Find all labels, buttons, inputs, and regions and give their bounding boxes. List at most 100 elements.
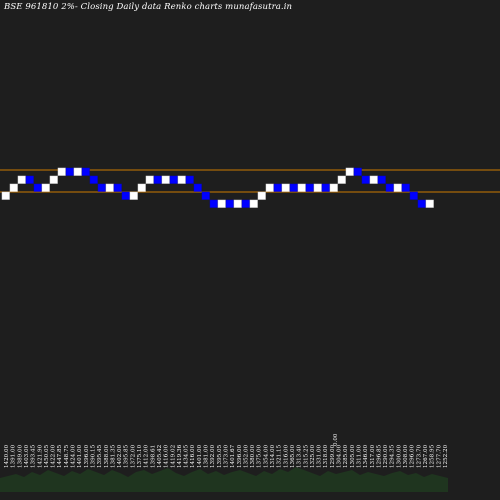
x-tick-label: 1273.70 bbox=[416, 444, 422, 468]
x-tick-label: 1331.00 bbox=[317, 444, 323, 468]
x-tick-label: 1252.20 bbox=[443, 444, 449, 468]
x-tick-label: 1422.00 bbox=[51, 444, 57, 468]
x-tick-label: 1420.00 bbox=[4, 444, 10, 468]
renko-brick-down bbox=[169, 175, 178, 184]
renko-brick-down bbox=[321, 183, 330, 192]
renko-brick-down bbox=[153, 175, 162, 184]
x-tick-label: 1317.00 bbox=[370, 444, 376, 468]
x-tick-label: 1419.36 bbox=[177, 444, 183, 468]
volume-area bbox=[0, 467, 448, 492]
x-tick-label: 1365.00 bbox=[290, 444, 296, 468]
x-tick-label: 1277.70 bbox=[436, 444, 442, 468]
x-tick-label: 1448.75 bbox=[64, 444, 70, 468]
x-tick-label: 1419.02 bbox=[170, 444, 176, 468]
x-tick-label: 1421.90 bbox=[37, 444, 43, 468]
renko-brick-down bbox=[353, 167, 362, 176]
renko-brick-down bbox=[97, 183, 106, 192]
x-tick-label: 1412.00 bbox=[144, 444, 150, 468]
x-tick-label: 1389.00 bbox=[17, 444, 23, 468]
x-tick-label: 1316.00 bbox=[283, 444, 289, 468]
x-tick-label: 1321.15 bbox=[277, 444, 283, 468]
renko-brick-down bbox=[185, 175, 194, 184]
x-tick-label: 1395.45 bbox=[97, 444, 103, 468]
renko-brick-up bbox=[313, 183, 322, 192]
x-tick-label: 1395.05 bbox=[217, 444, 223, 468]
renko-brick-up bbox=[161, 175, 170, 184]
renko-brick-down bbox=[385, 183, 394, 192]
x-tick-label: 1308.00 bbox=[403, 444, 409, 468]
x-tick-label: 1311.00 bbox=[357, 444, 363, 468]
renko-brick-down bbox=[121, 191, 130, 200]
x-tick-label: 1315.25 bbox=[303, 444, 309, 468]
renko-brick-up bbox=[265, 183, 274, 192]
x-tick-label: 1388.00 bbox=[104, 444, 110, 468]
x-tick-label: 1346.00 bbox=[363, 444, 369, 468]
renko-brick-up bbox=[105, 183, 114, 192]
renko-brick-up bbox=[369, 175, 378, 184]
x-tick-label: 1300.00 bbox=[396, 444, 402, 468]
x-tick-label: 1450.05 bbox=[44, 444, 50, 468]
renko-brick-up bbox=[281, 183, 290, 192]
renko-brick-down bbox=[377, 175, 386, 184]
x-tick-label: 1401.67 bbox=[230, 444, 236, 468]
x-tick-label: 1325.00 bbox=[310, 444, 316, 468]
renko-brick-down bbox=[25, 175, 34, 184]
x-tick-label: 1305.00 bbox=[350, 444, 356, 468]
x-tick-label: 1416.00 bbox=[190, 444, 196, 468]
x-tick-label: 1290.00 bbox=[383, 444, 389, 468]
renko-brick-down bbox=[193, 183, 202, 192]
x-tick-label: 1318.00 bbox=[323, 444, 329, 468]
x-tick-label: 1296.00 bbox=[410, 444, 416, 468]
renko-brick-up bbox=[233, 199, 242, 208]
x-tick-label: 1391.00 bbox=[11, 444, 17, 468]
renko-brick-down bbox=[225, 199, 234, 208]
renko-brick-down bbox=[209, 199, 218, 208]
renko-brick-up bbox=[1, 191, 10, 200]
renko-brick-down bbox=[113, 183, 122, 192]
renko-brick-down bbox=[65, 167, 74, 176]
chart-title: BSE 961810 2%- Closing Daily data Renko … bbox=[4, 2, 293, 12]
renko-brick-down bbox=[241, 199, 250, 208]
renko-brick-down bbox=[89, 175, 98, 184]
x-tick-label: 1390.15 bbox=[91, 444, 97, 468]
x-tick-label: 1396.00 bbox=[84, 444, 90, 468]
renko-brick-down bbox=[33, 183, 42, 192]
renko-brick-up bbox=[425, 199, 434, 208]
x-tick-label: 1375.00 bbox=[257, 444, 263, 468]
x-tick-label: 1416.00 bbox=[164, 444, 170, 468]
x-tick-label: 1396.00 bbox=[237, 444, 243, 468]
renko-brick-down bbox=[417, 199, 426, 208]
x-tick-label: 1393.45 bbox=[31, 444, 37, 468]
renko-brick-up bbox=[297, 183, 306, 192]
x-tick-label: 1372.00 bbox=[130, 444, 136, 468]
renko-brick-down bbox=[401, 183, 410, 192]
renko-brick-up bbox=[257, 191, 266, 200]
renko-brick-up bbox=[73, 167, 82, 176]
x-tick-label: 1304.00 bbox=[337, 444, 343, 468]
renko-brick-up bbox=[145, 175, 154, 184]
renko-brick-up bbox=[337, 175, 346, 184]
x-tick-label: 1447.85 bbox=[57, 444, 63, 468]
renko-brick-up bbox=[393, 183, 402, 192]
renko-brick-up bbox=[129, 191, 138, 200]
x-tick-label: 1402.00 bbox=[117, 444, 123, 468]
x-tick-label: 1381.35 bbox=[110, 444, 116, 468]
x-tick-label: 1398.61 bbox=[150, 445, 156, 468]
renko-brick-up bbox=[17, 175, 26, 184]
x-tick-label: 1294.35 bbox=[390, 444, 396, 468]
x-tick-label: 1313.40 bbox=[297, 444, 303, 468]
x-tick-label: 1424.00 bbox=[71, 444, 77, 468]
x-tick-label: 1375.10 bbox=[137, 444, 143, 468]
x-tick-label: 1373.00 bbox=[224, 444, 230, 468]
volume-marker-label: 0.00 bbox=[333, 433, 339, 446]
renko-brick-up bbox=[49, 175, 58, 184]
renko-brick-up bbox=[345, 167, 354, 176]
x-tick-label: 1299.00 bbox=[330, 444, 336, 468]
renko-brick-down bbox=[361, 175, 370, 184]
renko-brick-up bbox=[137, 183, 146, 192]
x-tick-label: 1258.95 bbox=[430, 444, 436, 468]
renko-brick-up bbox=[177, 175, 186, 184]
renko-brick-down bbox=[201, 191, 210, 200]
